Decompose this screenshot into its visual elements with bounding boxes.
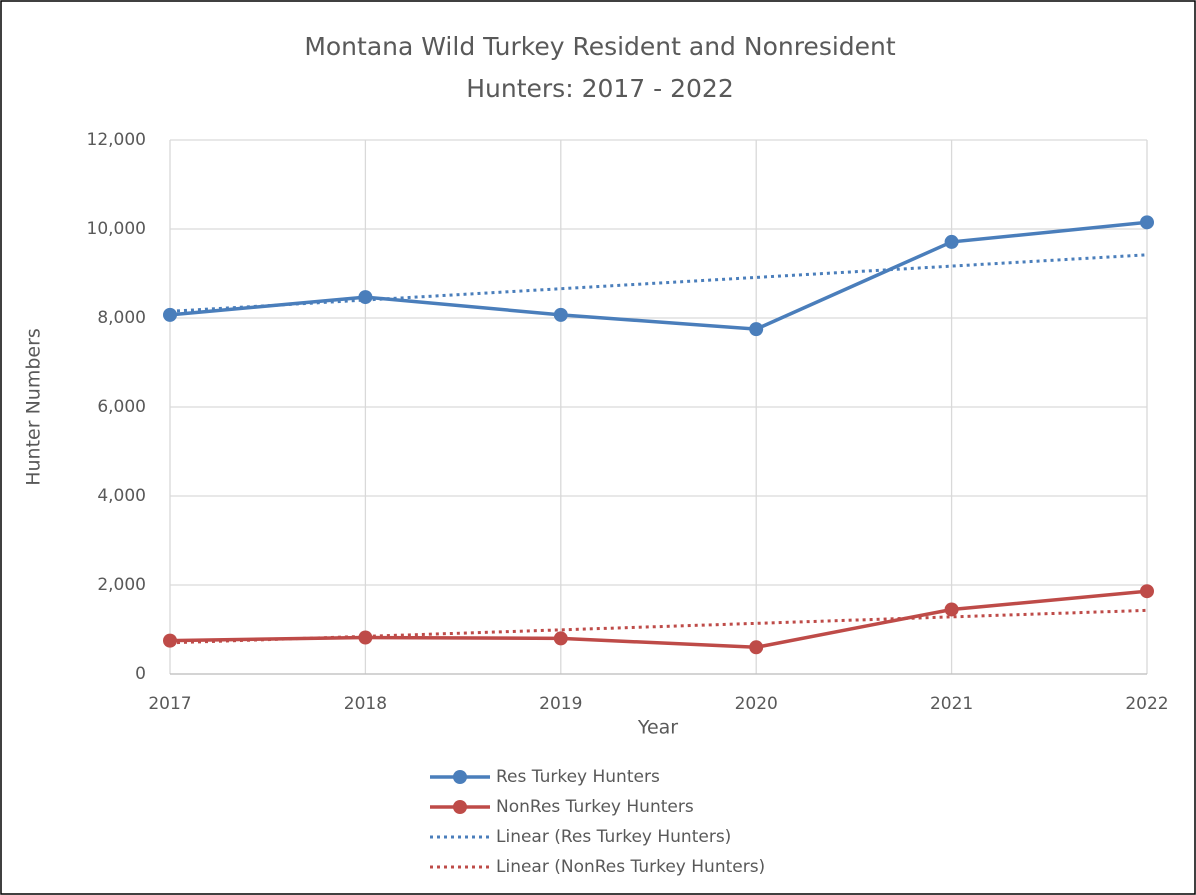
marker (944, 234, 959, 249)
x-tick-label: 2022 (1125, 694, 1168, 714)
trend-line (169, 608, 1148, 645)
y-tick-label: 12,000 (87, 130, 146, 150)
marker (163, 307, 177, 322)
x-tick-label: 2019 (539, 694, 582, 714)
y-tick-label: 8,000 (97, 308, 146, 328)
marker (553, 631, 568, 646)
series-line (169, 220, 1148, 331)
legend-label: NonRes Turkey Hunters (496, 797, 694, 817)
marker (553, 307, 568, 322)
marker (749, 322, 764, 337)
marker (749, 640, 764, 655)
x-axis-title: Year (637, 717, 678, 739)
x-tick-label: 2017 (148, 694, 191, 714)
legend-marker (453, 800, 467, 814)
trend-line (169, 253, 1148, 313)
marker (944, 602, 959, 617)
legend-label: Linear (NonRes Turkey Hunters) (496, 857, 765, 877)
x-tick-label: 2018 (344, 694, 387, 714)
y-tick-label: 4,000 (97, 486, 146, 506)
y-tick-label: 2,000 (97, 575, 146, 595)
marker (163, 633, 177, 648)
y-tick-label: 6,000 (97, 397, 146, 417)
marker (358, 630, 373, 645)
legend-marker (453, 770, 467, 784)
chart-title: Montana Wild Turkey Resident and Nonresi… (304, 32, 896, 61)
y-tick-label: 10,000 (87, 219, 146, 239)
y-axis-title: Hunter Numbers (23, 328, 45, 486)
marker (1140, 584, 1154, 599)
y-tick-label: 0 (135, 664, 146, 684)
marker (1140, 215, 1154, 230)
x-tick-label: 2020 (735, 694, 778, 714)
legend-label: Res Turkey Hunters (496, 767, 660, 787)
chart-title: Hunters: 2017 - 2022 (466, 74, 734, 103)
marker (358, 290, 373, 305)
x-tick-label: 2021 (930, 694, 973, 714)
legend-label: Linear (Res Turkey Hunters) (496, 827, 731, 847)
